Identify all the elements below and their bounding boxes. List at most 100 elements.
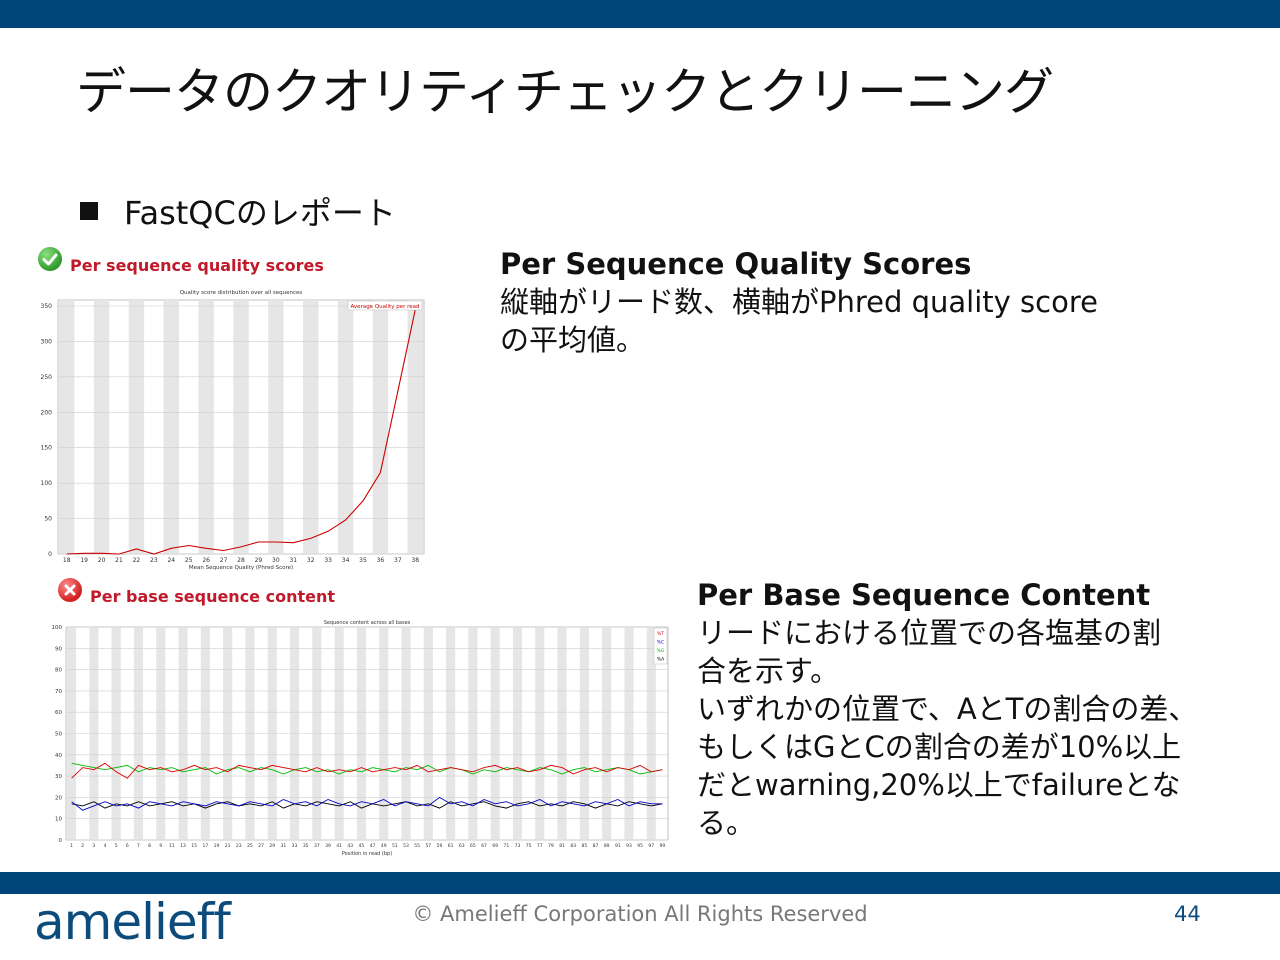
chart1-band	[233, 300, 249, 554]
page-number: 44	[1174, 902, 1201, 926]
chart2-series-line	[71, 796, 663, 811]
panel1-description-title: Per Sequence Quality Scores	[500, 247, 972, 281]
chart2-x-tick: 43	[347, 843, 353, 849]
chart1-x-tick: 36	[377, 557, 385, 564]
chart2-x-tick: 99	[660, 843, 666, 849]
chart2-x-tick: 17	[202, 843, 208, 849]
chart1-x-tick: 26	[202, 557, 210, 564]
chart2-x-tick: 8	[148, 843, 151, 849]
chart2-x-tick: 29	[269, 843, 275, 849]
chart2-y-tick: 20	[55, 795, 62, 801]
chart1-legend: Average Quality per read	[347, 300, 423, 311]
chart2-x-tick: 1	[70, 843, 73, 849]
chart2-x-tick: 31	[281, 843, 287, 849]
chart2-legend-label: %G	[657, 648, 665, 654]
bullet-fastqc: FastQCのレポート	[80, 188, 396, 234]
chart2-x-tick: 61	[448, 843, 454, 849]
chart2-x-tick: 33	[292, 843, 298, 849]
chart2-y-tick: 30	[55, 774, 62, 780]
chart2-header: Per base sequence content	[90, 587, 336, 606]
top-bar	[0, 0, 1280, 28]
chart2-y-tick: 40	[55, 753, 62, 759]
chart1-x-tick: 20	[98, 557, 106, 564]
chart1-y-tick: 0	[48, 551, 52, 558]
chart1-y-tick: 300	[41, 338, 53, 345]
chart1-y-tick: 100	[41, 480, 53, 487]
chart1-x-tick: 32	[307, 557, 315, 564]
chart2-x-tick: 91	[615, 843, 621, 849]
chart1-band	[128, 300, 145, 554]
chart2-x-tick: 69	[492, 843, 498, 849]
check-icon	[38, 247, 62, 271]
chart2-y-tick: 70	[55, 689, 62, 695]
chart2-legend: %T %C %G %A	[653, 627, 668, 665]
chart1-x-tick: 29	[255, 557, 263, 564]
chart2-x-tick: 53	[403, 843, 409, 849]
cross-icon	[58, 578, 82, 602]
chart2-x-label: Position in read (bp)	[342, 851, 392, 857]
chart1-x-tick: 19	[80, 557, 88, 564]
chart2-x-tick: 87	[593, 843, 599, 849]
chart1-band	[93, 300, 110, 554]
chart2-x-tick: 15	[191, 843, 197, 849]
chart2-x-tick: 7	[137, 843, 140, 849]
chart2-x-tick: 11	[169, 843, 175, 849]
chart2-y-tick: 0	[59, 838, 63, 844]
bottom-bar	[0, 872, 1280, 894]
chart1-y-tick: 150	[41, 445, 53, 452]
chart1-x-label: Mean Sequence Quality (Phred Score)	[189, 565, 293, 571]
chart2-x-tick: 83	[570, 843, 576, 849]
chart1-y-tick: 200	[41, 409, 53, 416]
chart2-x-tick: 39	[325, 843, 331, 849]
chart1-x-tick: 21	[115, 557, 123, 564]
chart1-series-line	[66, 309, 416, 555]
chart2-x-tick: 67	[481, 843, 487, 849]
panel2-description: Per Base Sequence Content リードにおける位置での各塩基…	[697, 576, 1197, 842]
chart1-x-tick: 23	[150, 557, 158, 564]
chart2-x-tick: 71	[503, 843, 509, 849]
bullet-text: FastQCのレポート	[124, 194, 396, 232]
chart2-x-tick: 35	[303, 843, 309, 849]
panel2-description-line: もしくはGとCの割合の差が10%以上	[697, 730, 1182, 764]
panel2-description-line: いずれかの位置で、AとTの割合の差、	[697, 692, 1198, 726]
chart1-band	[268, 300, 284, 554]
panel2-description-line: だとwarning,20%以上でfailureとな	[697, 768, 1181, 802]
panel1-description: Per Sequence Quality Scores 縦軸がリード数、横軸がP…	[500, 245, 1098, 359]
chart2-series-line	[71, 762, 663, 779]
chart2-x-tick: 9	[159, 843, 162, 849]
chart2-title: Sequence content across all bases	[324, 620, 411, 626]
chart2-x-tick: 89	[604, 843, 610, 849]
chart1-band	[407, 300, 423, 554]
chart2-x-tick: 37	[314, 843, 320, 849]
chart2-legend-label: %T	[657, 631, 664, 637]
chart1-x-tick: 18	[63, 557, 71, 564]
chart2-x-tick: 3	[92, 843, 95, 849]
chart2-x-tick: 21	[225, 843, 231, 849]
chart2-x-tick: 79	[548, 843, 554, 849]
chart1-x-tick: 33	[324, 557, 332, 564]
panel1-description-line: 縦軸がリード数、横軸がPhred quality score	[500, 285, 1098, 319]
chart2-x-tick: 19	[214, 843, 220, 849]
chart2-x-tick: 41	[336, 843, 342, 849]
copyright-text: © Amelieff Corporation All Rights Reserv…	[412, 902, 868, 926]
panel2-description-line: リードにおける位置での各塩基の割	[697, 616, 1162, 650]
chart2-x-tick: 4	[104, 843, 107, 849]
chart1-x-tick: 25	[185, 557, 193, 564]
chart1-y-tick: 50	[44, 516, 52, 523]
chart2-x-tick: 81	[559, 843, 565, 849]
chart2-x-tick: 63	[459, 843, 465, 849]
chart1-band	[303, 300, 319, 554]
chart2-x-tick: 95	[637, 843, 643, 849]
chart2-x-tick: 5	[115, 843, 118, 849]
chart2-y-tick: 10	[55, 817, 62, 823]
chart2-legend-box	[653, 627, 668, 665]
panel2-description-line: る。	[697, 806, 756, 840]
chart2-y-tick: 60	[55, 710, 62, 716]
chart2-legend-label: %C	[657, 640, 664, 646]
chart2-x-tick: 77	[537, 843, 543, 849]
chart2-x-tick: 47	[370, 843, 376, 849]
chart2-series-line	[71, 801, 663, 809]
chart1-legend-box	[347, 300, 423, 311]
chart1-x-tick: 24	[167, 557, 175, 564]
slide-title: データのクオリティチェックとクリーニング	[76, 63, 1054, 121]
